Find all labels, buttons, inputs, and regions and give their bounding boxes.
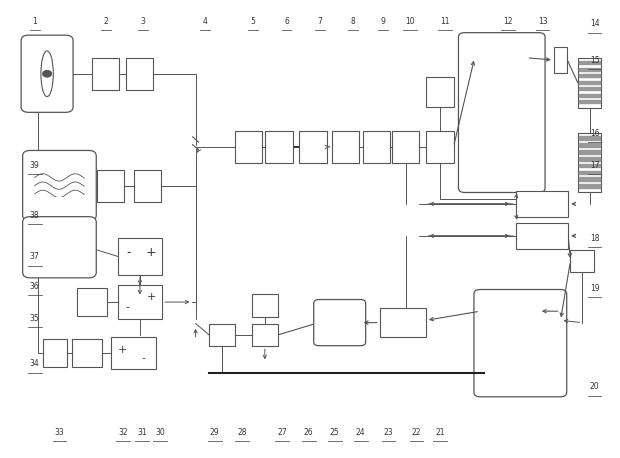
Text: 21: 21	[435, 428, 445, 436]
FancyBboxPatch shape	[458, 33, 545, 192]
Circle shape	[489, 357, 534, 390]
Text: 4: 4	[202, 17, 207, 26]
Text: 33: 33	[55, 428, 64, 436]
Text: 2: 2	[104, 17, 108, 26]
FancyBboxPatch shape	[234, 131, 262, 163]
Text: 22: 22	[412, 428, 421, 436]
Text: 25: 25	[330, 428, 340, 436]
Text: 34: 34	[30, 359, 40, 368]
FancyBboxPatch shape	[23, 151, 96, 221]
FancyBboxPatch shape	[112, 337, 156, 369]
FancyBboxPatch shape	[299, 131, 327, 163]
Circle shape	[500, 365, 523, 382]
Text: 36: 36	[30, 282, 40, 290]
Text: 10: 10	[405, 17, 415, 26]
Text: +: +	[146, 292, 156, 301]
FancyBboxPatch shape	[516, 191, 569, 217]
Circle shape	[483, 147, 508, 165]
Circle shape	[51, 197, 68, 209]
FancyBboxPatch shape	[570, 250, 594, 272]
FancyBboxPatch shape	[78, 289, 107, 316]
Text: 37: 37	[30, 252, 40, 261]
FancyBboxPatch shape	[314, 300, 366, 346]
FancyBboxPatch shape	[43, 339, 67, 367]
FancyBboxPatch shape	[126, 58, 154, 90]
Text: 27: 27	[277, 428, 287, 436]
Text: -: -	[141, 353, 146, 363]
FancyBboxPatch shape	[252, 294, 278, 317]
FancyBboxPatch shape	[118, 238, 162, 275]
FancyBboxPatch shape	[134, 169, 161, 202]
FancyBboxPatch shape	[392, 131, 420, 163]
Text: 20: 20	[590, 382, 600, 391]
Text: 1: 1	[32, 17, 37, 26]
FancyBboxPatch shape	[92, 58, 120, 90]
Text: 26: 26	[304, 428, 314, 436]
Text: +: +	[118, 344, 127, 354]
Text: -: -	[126, 246, 131, 259]
Text: 3: 3	[141, 17, 146, 26]
FancyBboxPatch shape	[118, 285, 162, 319]
FancyBboxPatch shape	[516, 223, 569, 249]
Text: 35: 35	[30, 314, 40, 322]
FancyBboxPatch shape	[363, 131, 391, 163]
FancyBboxPatch shape	[252, 323, 278, 346]
Text: 6: 6	[284, 17, 289, 26]
Text: 39: 39	[30, 161, 40, 169]
FancyBboxPatch shape	[578, 133, 601, 192]
Circle shape	[43, 71, 51, 77]
Text: -: -	[125, 303, 130, 312]
Text: 5: 5	[250, 17, 255, 26]
Circle shape	[471, 138, 520, 174]
FancyBboxPatch shape	[23, 217, 96, 278]
Text: 18: 18	[590, 234, 600, 243]
Text: 8: 8	[351, 17, 356, 26]
FancyBboxPatch shape	[21, 35, 73, 112]
FancyBboxPatch shape	[474, 289, 567, 397]
Text: 7: 7	[317, 17, 322, 26]
FancyBboxPatch shape	[97, 169, 125, 202]
Text: 16: 16	[590, 129, 600, 137]
FancyBboxPatch shape	[554, 47, 567, 73]
Text: 29: 29	[210, 428, 219, 436]
FancyBboxPatch shape	[427, 131, 453, 163]
Text: 17: 17	[590, 161, 600, 169]
FancyBboxPatch shape	[265, 131, 293, 163]
Text: 14: 14	[590, 19, 600, 28]
Text: 19: 19	[590, 284, 600, 293]
Text: 11: 11	[440, 17, 450, 26]
Text: 9: 9	[381, 17, 386, 26]
Text: 23: 23	[384, 428, 393, 436]
Text: 13: 13	[538, 17, 547, 26]
FancyBboxPatch shape	[209, 323, 235, 346]
Text: +: +	[146, 246, 156, 259]
Text: 30: 30	[156, 428, 165, 436]
Text: 28: 28	[237, 428, 247, 436]
FancyBboxPatch shape	[73, 339, 102, 367]
Text: 31: 31	[137, 428, 146, 436]
FancyBboxPatch shape	[332, 131, 360, 163]
FancyBboxPatch shape	[578, 58, 601, 108]
Text: 38: 38	[30, 211, 40, 220]
Text: 15: 15	[590, 55, 600, 65]
FancyBboxPatch shape	[427, 77, 453, 107]
Circle shape	[125, 289, 156, 311]
FancyBboxPatch shape	[379, 308, 426, 338]
Text: 24: 24	[356, 428, 366, 436]
Text: 32: 32	[118, 428, 128, 436]
Text: 12: 12	[503, 17, 513, 26]
